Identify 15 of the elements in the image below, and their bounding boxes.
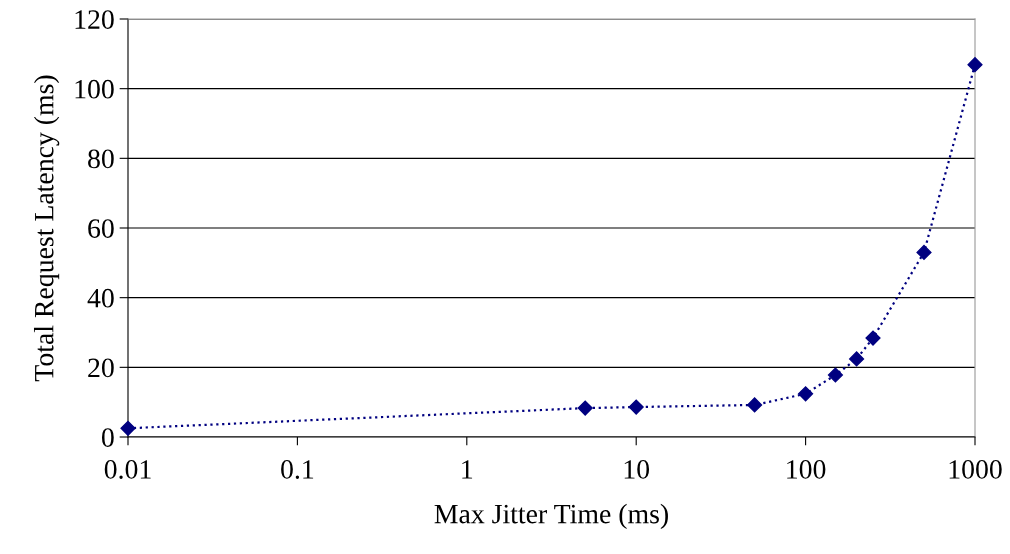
x-tick-label: 0.01: [104, 460, 151, 479]
y-tick-label: 40: [87, 288, 114, 308]
x-tick-label: 10: [624, 460, 650, 479]
y-tick-label: 60: [88, 219, 114, 238]
x-tick-label: 100: [787, 460, 826, 479]
y-tick-label: 20: [88, 358, 114, 378]
y-tick-label: 0: [101, 428, 114, 447]
x-tick-label: 0.1: [281, 460, 314, 479]
x-tick-label: 1: [462, 460, 473, 479]
y-axis-title: Total Request Latency (ms): [33, 75, 60, 382]
y-tick-label: 120: [75, 10, 114, 29]
x-tick-label: 1000: [949, 460, 1002, 479]
x-axis-title: Max Jitter Time (ms): [434, 503, 668, 530]
y-tick-label: 100: [75, 79, 114, 99]
y-tick-label: 80: [88, 149, 114, 169]
